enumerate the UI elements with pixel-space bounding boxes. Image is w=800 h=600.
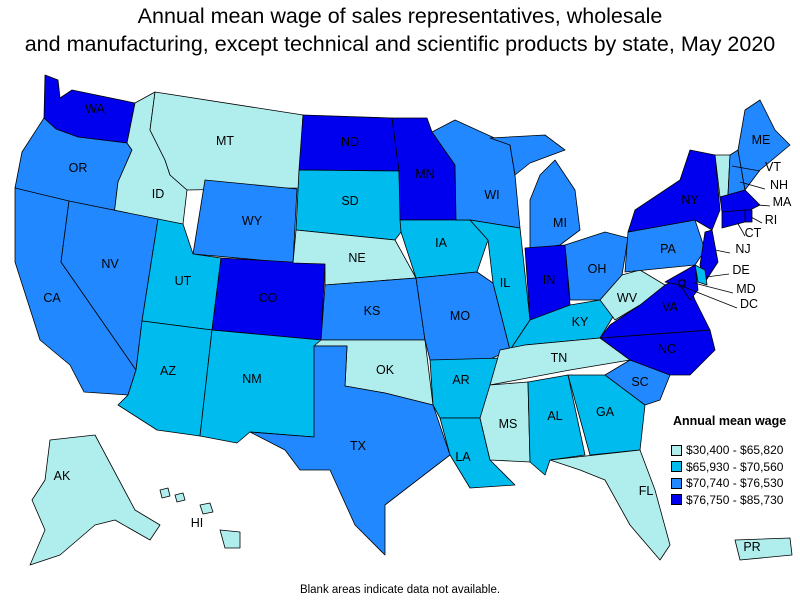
state-pr — [734, 537, 793, 561]
state-label-fl: FL — [639, 484, 654, 498]
state-label-az: AZ — [160, 364, 176, 378]
state-fl — [549, 449, 671, 561]
state-label-in: IN — [543, 273, 556, 287]
state-label-tn: TN — [551, 351, 568, 365]
leader-line-ma — [757, 204, 771, 207]
state-label-sc: SC — [631, 375, 648, 389]
state-sd — [295, 169, 402, 241]
legend-item: $30,400 - $65,820 — [671, 442, 786, 459]
legend-label: $76,750 - $85,730 — [686, 492, 784, 507]
legend-label: $70,740 - $76,530 — [686, 476, 784, 491]
state-label-il: IL — [500, 276, 510, 290]
leader-line-nh — [739, 181, 766, 190]
state-wv — [599, 269, 666, 321]
state-ny — [627, 149, 721, 233]
state-label-me: ME — [752, 133, 771, 147]
state-label-oh: OH — [588, 262, 607, 276]
legend-item: $65,930 - $70,560 — [671, 459, 786, 476]
state-label-dc: DC — [740, 297, 758, 311]
state-label-ky: KY — [572, 315, 589, 329]
state-label-nj: NJ — [735, 242, 750, 256]
state-label-mt: MT — [216, 134, 234, 148]
state-label-nm: NM — [242, 372, 261, 386]
state-label-co: CO — [259, 291, 278, 305]
state-label-wy: WY — [242, 214, 263, 228]
state-label-wi: WI — [484, 188, 499, 202]
legend: Annual mean wage $30,400 - $65,820 $65,93… — [671, 414, 786, 508]
leader-line-nj — [714, 249, 731, 254]
leader-line-de — [705, 273, 730, 278]
state-label-ct: CT — [745, 226, 762, 240]
state-label-md: MD — [736, 282, 755, 296]
map-title-line-1: Annual mean wage of sales representative… — [137, 4, 663, 28]
state-ga — [567, 374, 646, 456]
state-label-id: ID — [152, 187, 165, 201]
footnote: Blank areas indicate data not available. — [299, 584, 501, 596]
legend-item: $70,740 - $76,530 — [671, 475, 786, 492]
state-label-or: OR — [69, 161, 88, 175]
state-ak — [29, 434, 161, 566]
state-label-ri: RI — [765, 213, 778, 227]
state-label-wa: WA — [85, 102, 105, 116]
leader-line-md — [693, 282, 734, 294]
legend-label: $30,400 - $65,820 — [686, 443, 784, 458]
state-label-mn: MN — [415, 167, 434, 181]
state-label-sd: SD — [341, 194, 358, 208]
leader-line-vt — [731, 165, 761, 172]
state-label-va: VA — [662, 300, 678, 314]
state-sc — [604, 359, 671, 406]
state-label-wv: WV — [617, 291, 638, 305]
leader-line-ct — [736, 221, 746, 237]
state-ct — [721, 209, 746, 229]
state-label-nc: NC — [658, 342, 676, 356]
state-label-ar: AR — [452, 373, 469, 387]
state-label-al: AL — [547, 409, 562, 423]
state-label-ga: GA — [596, 405, 615, 419]
state-label-de: DE — [732, 263, 749, 277]
state-label-mo: MO — [450, 309, 470, 323]
state-label-ne: NE — [348, 251, 365, 265]
state-label-pa: PA — [660, 242, 676, 256]
state-label-vt: VT — [765, 160, 781, 174]
state-nj — [699, 229, 719, 283]
legend-swatch — [671, 477, 682, 489]
legend-swatch — [671, 494, 682, 506]
state-label-ut: UT — [175, 274, 192, 288]
state-label-ia: IA — [435, 236, 447, 250]
state-hi — [159, 487, 241, 549]
state-tx — [249, 345, 451, 556]
legend-label: $65,930 - $70,560 — [686, 459, 784, 474]
state-label-nv: NV — [101, 257, 119, 271]
state-label-tx: TX — [350, 439, 367, 453]
state-label-ma: MA — [773, 195, 792, 209]
state-ma — [719, 189, 761, 213]
legend-item: $76,750 - $85,730 — [671, 492, 786, 509]
state-label-ca: CA — [43, 291, 61, 305]
state-label-ak: AK — [54, 469, 71, 483]
map-title-line-2: and manufacturing, except technical and … — [24, 32, 776, 56]
state-label-ks: KS — [364, 304, 381, 318]
legend-swatch — [671, 444, 682, 456]
state-label-hi: HI — [191, 516, 204, 530]
state-label-ms: MS — [499, 417, 518, 431]
map-title: Annual mean wage of sales representative… — [0, 2, 800, 58]
state-label-nd: ND — [341, 135, 359, 149]
leader-line-dc — [683, 286, 738, 309]
state-label-pr: PR — [743, 540, 760, 554]
leader-line-ri — [750, 216, 763, 224]
legend-swatch — [671, 461, 682, 473]
state-mi — [489, 134, 581, 251]
state-nm — [199, 329, 322, 444]
legend-title: Annual mean wage — [673, 414, 787, 428]
dc-marker — [678, 279, 686, 287]
state-label-mi: MI — [553, 216, 567, 230]
state-me — [737, 99, 791, 191]
state-label-nh: NH — [770, 178, 788, 192]
state-label-ok: OK — [376, 363, 395, 377]
state-label-ny: NY — [681, 193, 699, 207]
state-de — [694, 264, 708, 286]
state-ri — [744, 209, 753, 223]
state-label-la: LA — [455, 450, 471, 464]
